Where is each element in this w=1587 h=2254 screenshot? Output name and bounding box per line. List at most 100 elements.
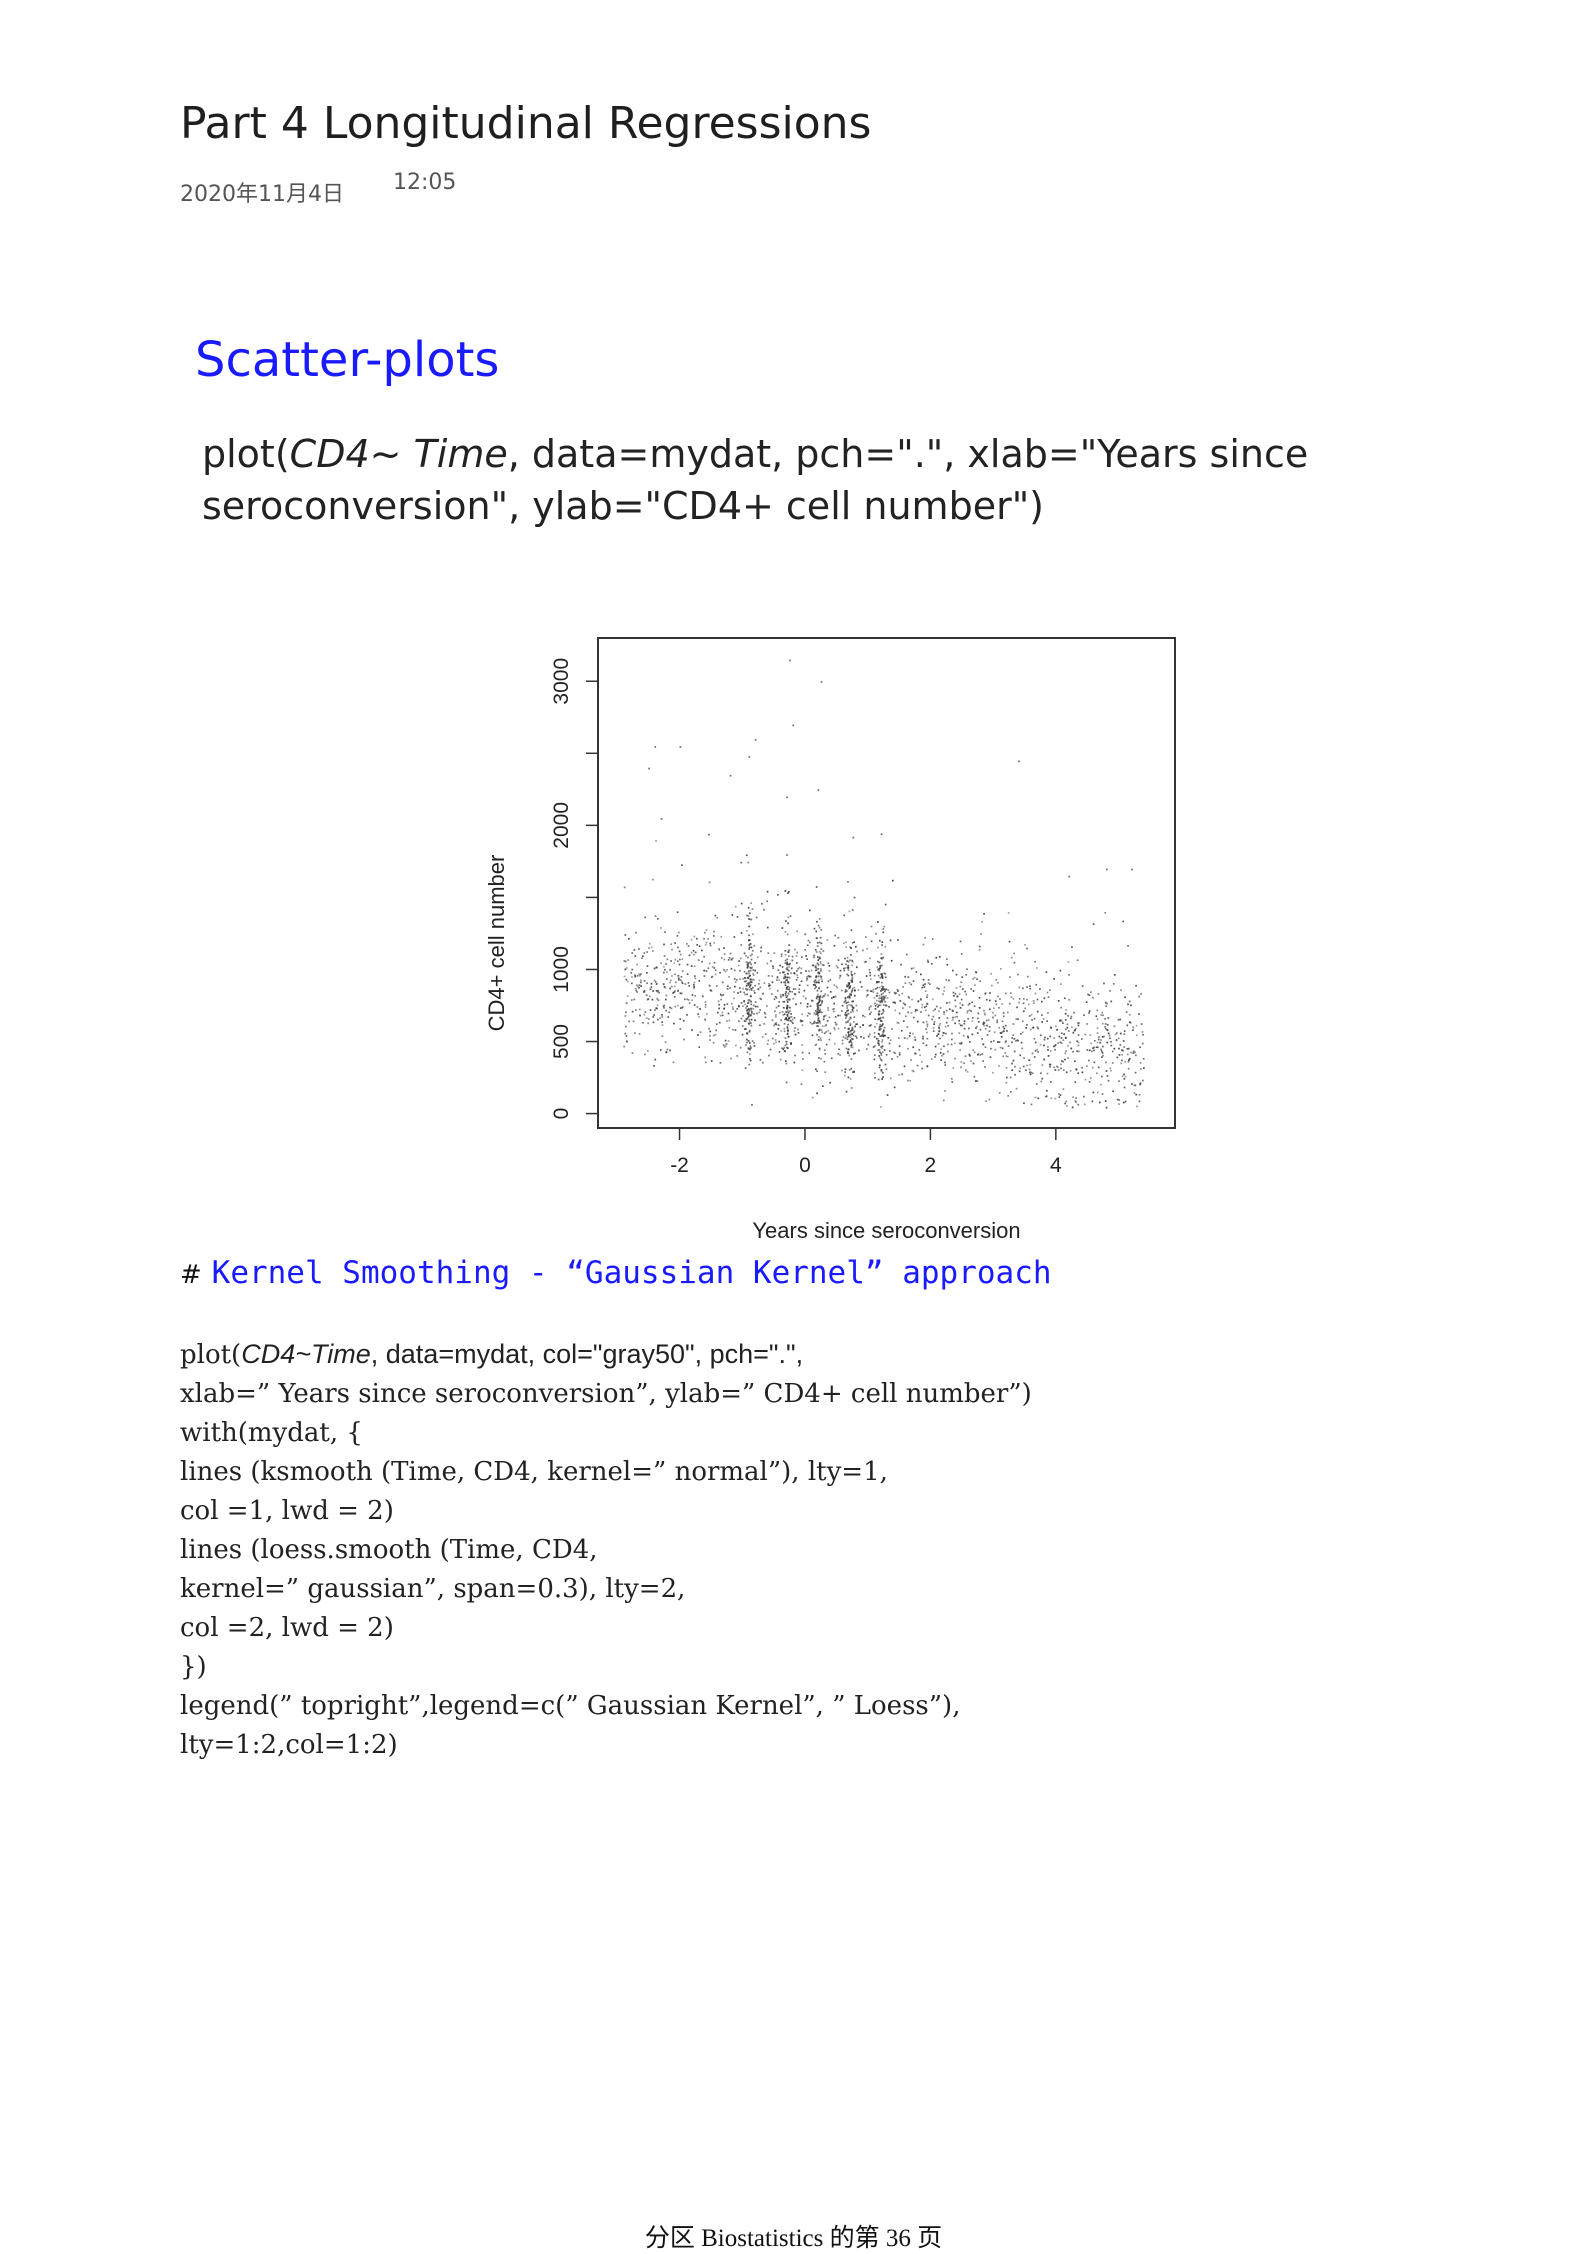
scatter-point <box>817 1002 820 1005</box>
scatter-point <box>744 980 746 983</box>
scatter-point <box>880 1046 882 1048</box>
scatter-point <box>688 985 690 987</box>
scatter-point <box>1004 1041 1007 1044</box>
scatter-point <box>1029 1071 1031 1074</box>
scatter-point <box>1119 1032 1122 1035</box>
scatter-point <box>922 984 925 986</box>
scatter-point <box>938 1027 941 1030</box>
scatter-point <box>900 963 902 966</box>
scatter-point <box>1113 1047 1116 1050</box>
scatter-point <box>945 1032 947 1035</box>
scatter-point <box>680 992 682 995</box>
scatter-point <box>851 974 853 976</box>
scatter-point <box>983 1024 986 1027</box>
scatter-point <box>751 953 753 956</box>
scatter-point <box>880 990 882 992</box>
scatter-point <box>711 975 714 978</box>
scatter-point <box>677 977 680 980</box>
scatter-point <box>923 986 926 988</box>
scatter-point <box>1021 1020 1024 1023</box>
scatter-point <box>954 992 957 995</box>
scatter-point <box>853 994 856 997</box>
scatter-point <box>789 962 791 965</box>
scatter-point <box>786 1013 789 1016</box>
scatter-point <box>988 1030 991 1032</box>
scatter-point <box>748 918 750 920</box>
scatter-point <box>784 959 787 962</box>
scatter-point <box>750 1047 752 1049</box>
scatter-point <box>745 955 747 957</box>
scatter-point <box>865 975 868 977</box>
scatter-point <box>849 1022 852 1025</box>
scatter-point <box>723 947 725 949</box>
y-tick-label: 500 <box>550 1024 573 1059</box>
scatter-point <box>1015 1087 1018 1090</box>
scatter-point <box>933 1023 935 1025</box>
scatter-point <box>851 1042 853 1045</box>
scatter-point <box>1062 1039 1065 1041</box>
slide-code-var1: CD4 <box>289 432 370 476</box>
scatter-point <box>876 995 879 997</box>
scatter-point <box>815 969 818 971</box>
scatter-point <box>760 998 762 1000</box>
scatter-point <box>848 1003 851 1006</box>
scatter-point <box>818 1020 821 1023</box>
scatter-point <box>878 1010 881 1012</box>
scatter-point <box>880 1070 883 1073</box>
scatter-point <box>879 964 881 967</box>
scatter-point <box>643 980 646 982</box>
scatter-point <box>626 1040 628 1043</box>
scatter-point <box>868 1008 870 1011</box>
scatter-point <box>1106 868 1108 871</box>
scatter-point <box>751 1012 753 1015</box>
scatter-point <box>828 1016 831 1019</box>
scatter-point <box>822 1018 825 1021</box>
scatter-point <box>640 985 642 987</box>
scatter-point <box>951 1032 953 1035</box>
scatter-point <box>944 1064 947 1066</box>
scatter-point <box>1045 1095 1048 1098</box>
scatter-point <box>779 1058 782 1061</box>
scatter-point <box>982 1060 984 1062</box>
scatter-point <box>942 1053 945 1055</box>
scatter-point <box>969 1055 971 1057</box>
scatter-point <box>784 981 786 983</box>
scatter-point <box>727 985 729 987</box>
scatter-point <box>844 989 847 991</box>
scatter-point <box>976 1080 979 1082</box>
scatter-point <box>737 992 739 994</box>
scatter-point <box>848 1041 851 1044</box>
scatter-point <box>750 1022 752 1024</box>
scatter-point <box>791 959 794 962</box>
scatter-point <box>665 963 667 965</box>
scatter-point <box>649 1009 652 1011</box>
scatter-point <box>850 994 852 996</box>
scatter-point <box>783 1050 786 1052</box>
scatter-point <box>777 894 779 896</box>
scatter-point <box>865 960 867 963</box>
scatter-point <box>958 1019 960 1022</box>
scatter-point <box>882 956 884 959</box>
scatter-point <box>1006 1076 1008 1079</box>
scatter-point <box>844 997 847 999</box>
scatter-point <box>958 1032 961 1034</box>
scatter-point <box>649 988 652 991</box>
scatter-point <box>1139 1082 1142 1085</box>
scatter-point <box>789 915 792 917</box>
scatter-point <box>776 979 778 981</box>
scatter-point <box>822 995 825 997</box>
scatter-point <box>1104 1026 1106 1028</box>
scatter-point <box>997 1041 999 1043</box>
scatter-point <box>938 956 941 958</box>
scatter-point <box>730 967 733 970</box>
scatter-point <box>749 1013 752 1016</box>
scatter-point <box>1053 1037 1055 1039</box>
slide-code-prefix: plot( <box>202 432 290 476</box>
scatter-point <box>926 994 929 996</box>
scatter-point <box>692 983 695 986</box>
scatter-point <box>901 992 904 995</box>
scatter-point <box>924 936 926 939</box>
scatter-point <box>749 978 752 981</box>
scatter-point <box>753 990 756 992</box>
scatter-point <box>1026 998 1028 1001</box>
